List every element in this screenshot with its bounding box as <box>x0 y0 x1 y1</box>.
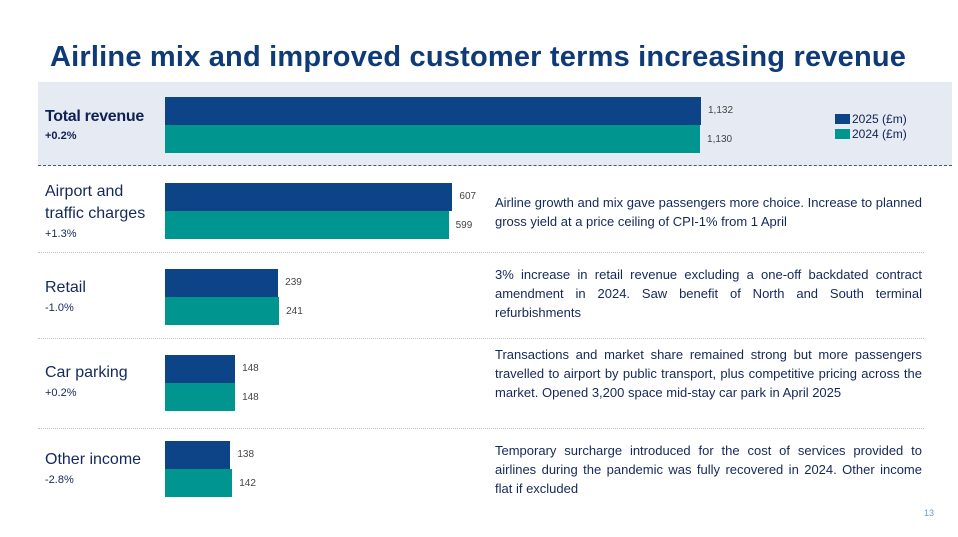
description-car-parking: Transactions and market share remained s… <box>495 347 922 400</box>
value-label-car-parking-2024: 148 <box>242 392 259 403</box>
category-label-other-income: Other income <box>45 451 142 468</box>
row-separator <box>38 338 924 339</box>
legend-item-2025: 2025 (£m) <box>835 111 907 126</box>
page-number: 13 <box>924 508 935 518</box>
value-label-airport-2024: 599 <box>455 220 473 231</box>
value-label-total-revenue-2024: 1,130 <box>707 134 733 145</box>
value-label-airport-2025: 607 <box>459 191 477 202</box>
value-label-other-income-2025: 138 <box>237 449 255 460</box>
change-retail: -1.0% <box>45 302 74 314</box>
bar-other-income-2025 <box>165 441 231 469</box>
bar-car-parking-2025 <box>165 355 236 383</box>
bar-total-revenue-2024 <box>165 125 701 153</box>
value-label-car-parking-2025: 148 <box>242 363 259 374</box>
legend: 2025 (£m) 2024 (£m) <box>835 111 907 141</box>
legend-swatch-2025 <box>835 113 850 124</box>
bar-retail-2024 <box>165 297 280 325</box>
description-other-income: Temporary surcharge introduced for the c… <box>495 443 922 496</box>
change-car-parking: +0.2% <box>45 387 77 399</box>
bar-retail-2025 <box>165 269 279 297</box>
row-separator <box>38 252 924 253</box>
value-label-retail-2024: 241 <box>286 306 303 317</box>
value-label-other-income-2024: 142 <box>239 478 256 489</box>
legend-label-2024: 2024 (£m) <box>852 126 907 141</box>
bar-total-revenue-2025 <box>165 97 701 125</box>
category-label-total-revenue: Total revenue <box>45 108 144 125</box>
category-label-airport-line1: Airport and <box>45 183 124 200</box>
description-airport: Airline growth and mix gave passengers m… <box>495 195 922 229</box>
bar-other-income-2024 <box>165 469 233 497</box>
change-other-income: -2.8% <box>45 474 74 486</box>
description-retail: 3% increase in retail revenue excluding … <box>495 267 922 320</box>
legend-swatch-2024 <box>835 128 850 139</box>
bar-airport-2024 <box>165 211 449 239</box>
bar-car-parking-2024 <box>165 383 236 411</box>
value-label-total-revenue-2025: 1,132 <box>708 105 734 116</box>
bar-airport-2025 <box>165 183 453 211</box>
change-total-revenue: +0.2% <box>45 130 77 142</box>
category-label-airport-line2: traffic charges <box>45 205 146 222</box>
change-airport: +1.3% <box>45 228 77 240</box>
legend-label-2025: 2025 (£m) <box>852 111 907 126</box>
category-label-retail: Retail <box>45 279 86 296</box>
row-separator <box>38 428 924 429</box>
category-label-car-parking: Car parking <box>45 364 128 381</box>
legend-item-2024: 2024 (£m) <box>835 126 907 141</box>
value-label-retail-2025: 239 <box>285 277 302 288</box>
slide-title: Airline mix and improved customer terms … <box>50 41 907 73</box>
